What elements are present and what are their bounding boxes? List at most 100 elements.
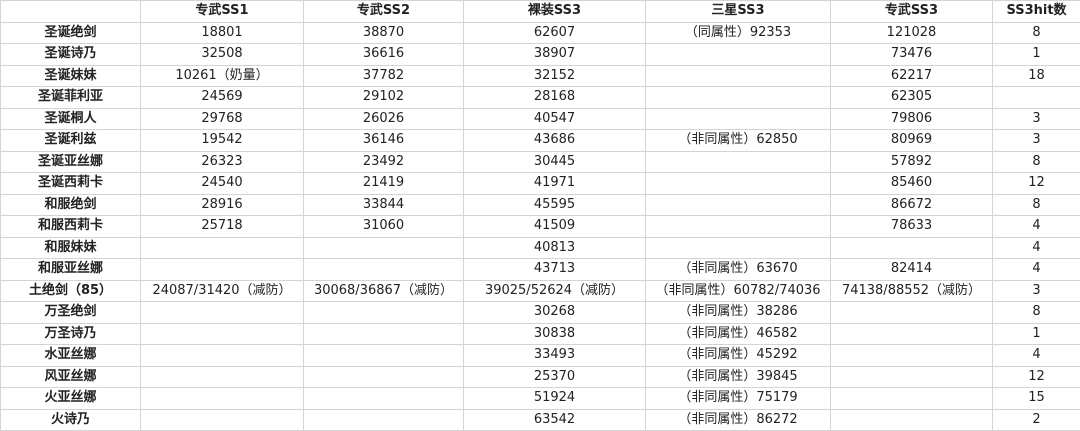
value-cell[interactable]: 28168: [464, 87, 646, 109]
value-cell[interactable]: （非同属性）75179: [646, 388, 831, 410]
value-cell[interactable]: [646, 237, 831, 259]
value-cell[interactable]: [831, 409, 993, 431]
value-cell[interactable]: 43713: [464, 259, 646, 281]
value-cell[interactable]: 121028: [831, 22, 993, 44]
value-cell[interactable]: [646, 44, 831, 66]
header-cell[interactable]: 专武SS2: [304, 1, 464, 23]
value-cell[interactable]: （非同属性）63670: [646, 259, 831, 281]
value-cell[interactable]: [646, 173, 831, 195]
value-cell[interactable]: 41971: [464, 173, 646, 195]
value-cell[interactable]: 29768: [141, 108, 304, 130]
value-cell[interactable]: 30268: [464, 302, 646, 324]
value-cell[interactable]: 43686: [464, 130, 646, 152]
value-cell[interactable]: [141, 323, 304, 345]
value-cell[interactable]: 19542: [141, 130, 304, 152]
value-cell[interactable]: [831, 388, 993, 410]
value-cell[interactable]: 30445: [464, 151, 646, 173]
value-cell[interactable]: 3: [993, 130, 1080, 152]
value-cell[interactable]: 21419: [304, 173, 464, 195]
character-name-cell[interactable]: 万圣绝剑: [1, 302, 141, 324]
value-cell[interactable]: 26026: [304, 108, 464, 130]
value-cell[interactable]: [304, 409, 464, 431]
value-cell[interactable]: [646, 87, 831, 109]
value-cell[interactable]: [993, 87, 1080, 109]
character-name-cell[interactable]: 圣诞菲利亚: [1, 87, 141, 109]
value-cell[interactable]: 12: [993, 173, 1080, 195]
value-cell[interactable]: 45595: [464, 194, 646, 216]
header-cell[interactable]: 裸装SS3: [464, 1, 646, 23]
value-cell[interactable]: [141, 259, 304, 281]
value-cell[interactable]: [141, 237, 304, 259]
value-cell[interactable]: 32508: [141, 44, 304, 66]
value-cell[interactable]: [831, 345, 993, 367]
value-cell[interactable]: 78633: [831, 216, 993, 238]
value-cell[interactable]: 4: [993, 216, 1080, 238]
header-cell[interactable]: 专武SS1: [141, 1, 304, 23]
value-cell[interactable]: 40547: [464, 108, 646, 130]
character-name-cell[interactable]: 圣诞绝剑: [1, 22, 141, 44]
value-cell[interactable]: 41509: [464, 216, 646, 238]
value-cell[interactable]: 79806: [831, 108, 993, 130]
value-cell[interactable]: （非同属性）45292: [646, 345, 831, 367]
value-cell[interactable]: 30068/36867（减防）: [304, 280, 464, 302]
value-cell[interactable]: 82414: [831, 259, 993, 281]
character-name-cell[interactable]: 圣诞桐人: [1, 108, 141, 130]
value-cell[interactable]: [304, 366, 464, 388]
value-cell[interactable]: [141, 409, 304, 431]
character-name-cell[interactable]: 和服西莉卡: [1, 216, 141, 238]
value-cell[interactable]: 3: [993, 108, 1080, 130]
value-cell[interactable]: 1: [993, 323, 1080, 345]
value-cell[interactable]: 18801: [141, 22, 304, 44]
character-name-cell[interactable]: 和服亚丝娜: [1, 259, 141, 281]
value-cell[interactable]: 32152: [464, 65, 646, 87]
value-cell[interactable]: 38870: [304, 22, 464, 44]
value-cell[interactable]: [646, 108, 831, 130]
value-cell[interactable]: 37782: [304, 65, 464, 87]
value-cell[interactable]: 15: [993, 388, 1080, 410]
header-cell[interactable]: [1, 1, 141, 23]
value-cell[interactable]: [141, 302, 304, 324]
value-cell[interactable]: 25370: [464, 366, 646, 388]
value-cell[interactable]: 25718: [141, 216, 304, 238]
value-cell[interactable]: 24087/31420（减防）: [141, 280, 304, 302]
value-cell[interactable]: （同属性）92353: [646, 22, 831, 44]
value-cell[interactable]: 36616: [304, 44, 464, 66]
character-name-cell[interactable]: 圣诞诗乃: [1, 44, 141, 66]
character-name-cell[interactable]: 圣诞妹妹: [1, 65, 141, 87]
value-cell[interactable]: 36146: [304, 130, 464, 152]
value-cell[interactable]: 57892: [831, 151, 993, 173]
value-cell[interactable]: 24540: [141, 173, 304, 195]
header-cell[interactable]: 专武SS3: [831, 1, 993, 23]
value-cell[interactable]: [831, 302, 993, 324]
value-cell[interactable]: 39025/52624（减防）: [464, 280, 646, 302]
character-name-cell[interactable]: 和服绝剑: [1, 194, 141, 216]
value-cell[interactable]: [304, 388, 464, 410]
value-cell[interactable]: （非同属性）38286: [646, 302, 831, 324]
character-name-cell[interactable]: 圣诞西莉卡: [1, 173, 141, 195]
value-cell[interactable]: （非同属性）62850: [646, 130, 831, 152]
character-name-cell[interactable]: 风亚丝娜: [1, 366, 141, 388]
value-cell[interactable]: [141, 366, 304, 388]
value-cell[interactable]: 18: [993, 65, 1080, 87]
value-cell[interactable]: 74138/88552（减防）: [831, 280, 993, 302]
value-cell[interactable]: 26323: [141, 151, 304, 173]
value-cell[interactable]: 85460: [831, 173, 993, 195]
value-cell[interactable]: [141, 345, 304, 367]
value-cell[interactable]: 24569: [141, 87, 304, 109]
value-cell[interactable]: （非同属性）46582: [646, 323, 831, 345]
value-cell[interactable]: 80969: [831, 130, 993, 152]
value-cell[interactable]: （非同属性）39845: [646, 366, 831, 388]
value-cell[interactable]: 8: [993, 194, 1080, 216]
value-cell[interactable]: 3: [993, 280, 1080, 302]
character-name-cell[interactable]: 火诗乃: [1, 409, 141, 431]
value-cell[interactable]: [304, 237, 464, 259]
value-cell[interactable]: [646, 216, 831, 238]
value-cell[interactable]: 62305: [831, 87, 993, 109]
value-cell[interactable]: （非同属性）86272: [646, 409, 831, 431]
value-cell[interactable]: [141, 388, 304, 410]
value-cell[interactable]: [831, 366, 993, 388]
value-cell[interactable]: [646, 65, 831, 87]
value-cell[interactable]: 4: [993, 237, 1080, 259]
value-cell[interactable]: [831, 323, 993, 345]
value-cell[interactable]: 86672: [831, 194, 993, 216]
